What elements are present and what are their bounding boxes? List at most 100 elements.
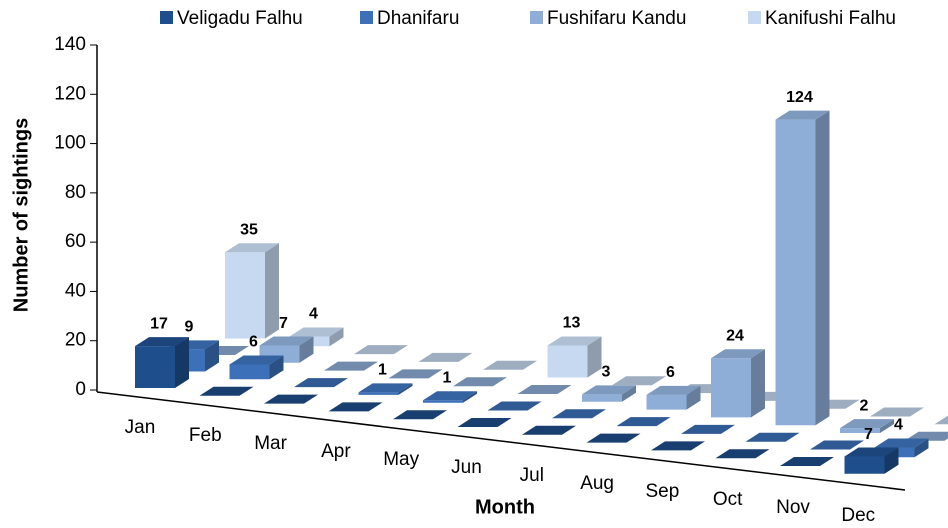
bar <box>483 360 537 370</box>
bar-top <box>934 415 948 425</box>
bar-top <box>780 457 834 466</box>
x-tick-label: May <box>383 449 419 470</box>
bar <box>457 418 512 427</box>
x-tick-label: Jul <box>520 465 544 486</box>
data-label: 6 <box>249 334 258 351</box>
x-axis <box>96 391 906 491</box>
bar-top <box>612 376 666 386</box>
legend-swatch <box>748 11 761 24</box>
x-tick-label: Oct <box>713 489 743 510</box>
bar-top <box>229 355 284 365</box>
y-tick-label: 60 <box>65 231 86 252</box>
bar-top <box>225 243 279 253</box>
bar-top <box>840 419 894 429</box>
bar <box>453 377 507 387</box>
bar-top <box>135 337 189 347</box>
bar <box>780 457 834 466</box>
bar <box>552 409 606 419</box>
bar-front <box>840 428 880 433</box>
bar-top <box>199 386 254 396</box>
bar-top <box>552 409 606 419</box>
data-label: 6 <box>666 364 675 381</box>
bar <box>388 369 443 379</box>
x-tick-label: Jan <box>125 417 156 438</box>
bar-top <box>715 449 770 459</box>
bar <box>612 376 666 386</box>
bar <box>225 243 279 339</box>
x-tick-label: Mar <box>254 433 287 454</box>
bar-top <box>651 441 705 451</box>
bar-front <box>775 119 816 426</box>
bar-front <box>582 394 622 402</box>
bar-side <box>265 243 279 339</box>
bar-side <box>622 385 636 402</box>
bar <box>745 432 800 442</box>
bar-side <box>175 337 189 388</box>
legend-label: Fushifaru Kandu <box>547 8 686 29</box>
bar-top <box>289 327 344 337</box>
bar-front <box>646 394 687 410</box>
legend-swatch <box>360 11 373 24</box>
bar-top <box>324 361 378 371</box>
bar-side <box>205 340 219 372</box>
bar <box>423 391 477 403</box>
bar <box>199 386 254 396</box>
bar-top <box>294 378 348 388</box>
x-tick-label: Aug <box>580 473 614 494</box>
bar <box>393 410 447 420</box>
data-label: 9 <box>185 319 194 336</box>
bar-side <box>914 438 929 458</box>
bar <box>840 419 894 433</box>
bar-top <box>388 369 443 379</box>
bar <box>681 424 735 434</box>
bar <box>264 394 318 404</box>
bar-top <box>810 440 864 450</box>
bar-side <box>269 355 284 380</box>
bar-side <box>398 383 413 395</box>
bar-side <box>587 336 602 378</box>
bar <box>294 378 348 388</box>
data-label: 7 <box>864 426 873 443</box>
x-axis-title: Month <box>475 496 535 518</box>
bar-side <box>884 447 899 474</box>
bar-front <box>711 358 751 418</box>
data-label: 4 <box>894 417 903 434</box>
bar <box>616 417 671 427</box>
y-tick-label: 120 <box>54 83 86 104</box>
bar-top <box>393 410 447 420</box>
bar <box>328 402 383 412</box>
bar <box>135 337 189 388</box>
bar-top <box>547 336 602 346</box>
bar <box>354 345 408 355</box>
bar <box>418 352 473 362</box>
bar-top <box>328 402 383 412</box>
bar-top <box>522 425 576 435</box>
x-tick-label: Jun <box>451 457 482 478</box>
x-tick-label: Sep <box>645 481 679 502</box>
bar <box>844 447 899 474</box>
bar-front <box>358 392 399 395</box>
bar-top <box>517 385 572 394</box>
legend-label: Dhanifaru <box>377 8 459 29</box>
bar-top <box>358 383 413 393</box>
data-label: 4 <box>309 306 318 323</box>
legend-swatch <box>160 11 173 24</box>
bar-side <box>299 336 314 363</box>
bar-top <box>418 352 473 362</box>
y-tick-label: 0 <box>75 379 86 400</box>
bar-top <box>775 110 830 120</box>
bar-side <box>815 110 830 426</box>
bar-front <box>229 364 270 380</box>
y-tick-label: 80 <box>65 182 86 203</box>
bar <box>711 349 765 418</box>
bar <box>522 425 576 435</box>
bar-top <box>259 336 314 346</box>
bar-top <box>457 418 512 427</box>
bar-side <box>880 419 894 433</box>
bar-top <box>844 447 899 457</box>
bar-top <box>616 417 671 427</box>
data-label: 2 <box>860 397 869 414</box>
bar-side <box>329 327 344 347</box>
x-tick-label: Apr <box>321 441 351 462</box>
